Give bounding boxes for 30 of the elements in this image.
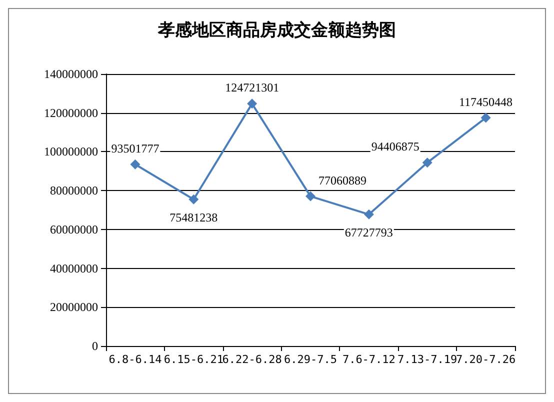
x-tick-label: 7.6-7.12 — [342, 353, 396, 366]
x-tick-label: 6.29-7.5 — [284, 353, 337, 366]
point — [306, 191, 316, 202]
x-tick-label: 6.15-6.21 — [164, 353, 224, 366]
x-tick-label: 6.8-6.14 — [108, 353, 162, 366]
y-tick-label: 140000000 — [44, 67, 98, 81]
y-tick-label: 60000000 — [50, 222, 98, 236]
x-tick-label: 6.22-6.28 — [222, 353, 282, 366]
data-label: 124721301 — [225, 80, 280, 95]
chart-title: 孝感地区商品房成交金额趋势图 — [157, 20, 396, 40]
y-tick-label: 80000000 — [50, 184, 98, 198]
point — [188, 194, 199, 204]
y-tick-label: 100000000 — [44, 144, 98, 159]
data-label: 93501777 — [111, 141, 160, 156]
data-label: 94406875 — [371, 140, 420, 154]
point — [422, 158, 432, 168]
x-tick-label: 7.13-7.19 — [398, 353, 458, 366]
point — [130, 159, 140, 170]
point — [247, 98, 258, 109]
point — [364, 209, 374, 220]
point — [480, 112, 491, 123]
y-tick-label: 120000000 — [44, 106, 98, 120]
data-label: 117450448 — [459, 94, 513, 109]
y-tick-label: 20000000 — [50, 300, 98, 314]
x-tick-label: 7.20-7.26 — [456, 353, 516, 366]
y-tick-label: 0 — [92, 339, 98, 353]
data-label: 67727793 — [344, 225, 393, 240]
y-tick-label: 40000000 — [50, 261, 98, 276]
data-label: 77060889 — [318, 173, 366, 188]
data-label: 75481238 — [170, 210, 218, 224]
